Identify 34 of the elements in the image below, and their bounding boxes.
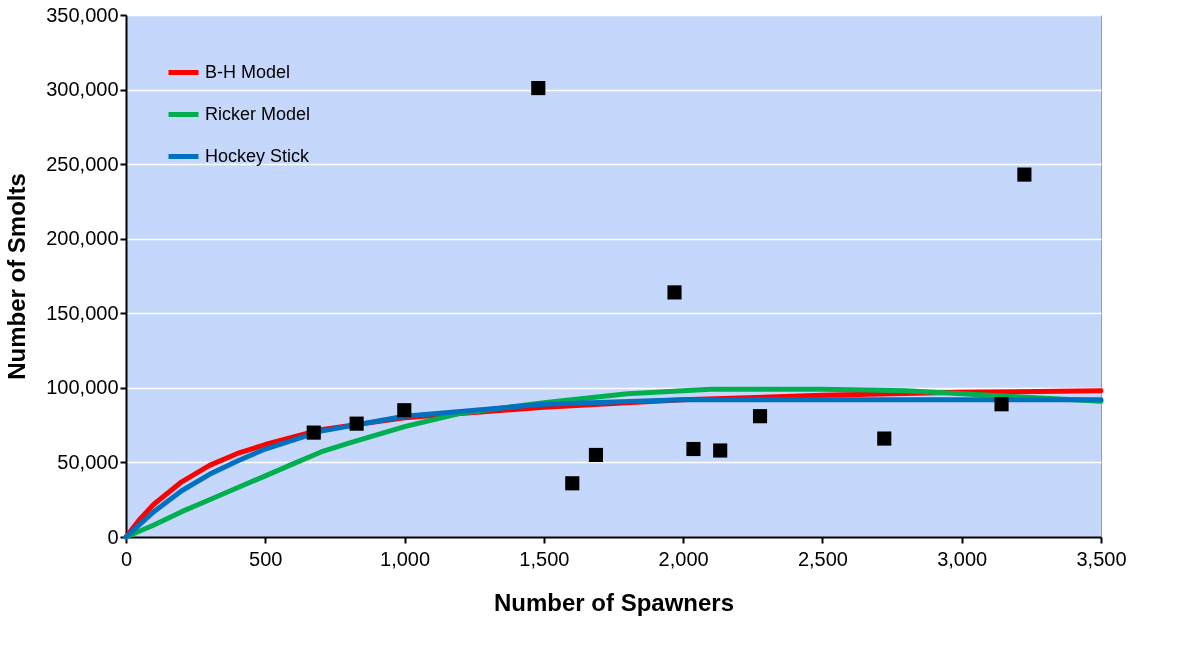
legend-label: Hockey Stick (205, 145, 311, 166)
y-tick-label: 100,000 (46, 376, 119, 399)
point (1017, 167, 1032, 182)
x-tick-label: 1,000 (380, 547, 431, 570)
x-tick-label: 3,500 (1076, 547, 1127, 570)
point (588, 447, 604, 463)
y-tick-label: 0 (107, 525, 119, 548)
point (667, 285, 682, 300)
y-tick-label: 200,000 (46, 227, 119, 250)
y-tick-label: 350,000 (46, 3, 119, 26)
x-tick-label: 2,500 (797, 547, 848, 570)
point (877, 431, 892, 446)
point (686, 441, 701, 457)
x-tick-label: 0 (120, 547, 133, 570)
y-tick-label: 50,000 (57, 450, 119, 473)
x-tick-label: 3,000 (937, 547, 988, 570)
point (752, 409, 768, 424)
x-axis-title: Number of Spawners (493, 588, 735, 616)
y-axis-title: Number of Smolts (3, 173, 31, 380)
y-tick-label: 150,000 (46, 301, 119, 324)
point (306, 425, 321, 440)
point (994, 397, 1009, 412)
legend-label: B-H Model (205, 61, 291, 82)
legend-label: Ricker Model (205, 103, 311, 124)
x-tick-label: 2,000 (658, 547, 709, 570)
x-tick-label: 500 (249, 547, 283, 570)
y-tick-label: 300,000 (46, 78, 119, 101)
point (349, 416, 364, 431)
point (531, 81, 546, 96)
point (565, 476, 580, 491)
point (713, 443, 728, 458)
y-tick-label: 250,000 (46, 152, 119, 175)
x-tick-label: 1,500 (519, 547, 570, 570)
point (397, 403, 412, 418)
